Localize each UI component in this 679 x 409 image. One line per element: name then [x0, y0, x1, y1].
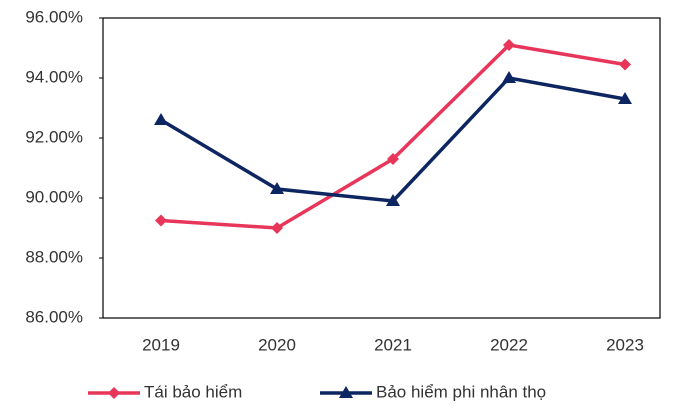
x-tick-label: 2021	[374, 335, 412, 354]
point-marker	[619, 58, 631, 71]
y-tick-label: 94.00%	[25, 67, 83, 86]
point-marker	[271, 222, 283, 234]
point-marker	[154, 113, 168, 125]
legend-marker	[339, 386, 353, 398]
x-tick-label: 2019	[142, 335, 180, 354]
x-tick-label: 2023	[606, 335, 644, 354]
legend-marker	[108, 387, 120, 399]
series-line	[160, 76, 626, 203]
point-marker	[270, 182, 284, 194]
point-marker	[503, 39, 515, 51]
y-tick-label: 86.00%	[25, 307, 83, 326]
point-marker	[155, 214, 167, 227]
y-tick-label: 92.00%	[25, 127, 83, 146]
plot-area	[102, 17, 661, 319]
point-marker	[386, 194, 400, 206]
x-tick-label: 2020	[258, 335, 296, 354]
y-tick-label: 90.00%	[25, 187, 83, 206]
legend-label: Tái bảo hiểm	[144, 382, 242, 401]
y-tick-label: 96.00%	[25, 7, 83, 26]
point-marker	[618, 92, 632, 104]
point-marker	[502, 71, 516, 83]
x-tick-label: 2022	[490, 335, 528, 354]
y-tick-label: 88.00%	[25, 247, 83, 266]
legend-label: Bảo hiểm phi nhân thọ	[376, 382, 546, 401]
point-marker	[387, 153, 399, 165]
